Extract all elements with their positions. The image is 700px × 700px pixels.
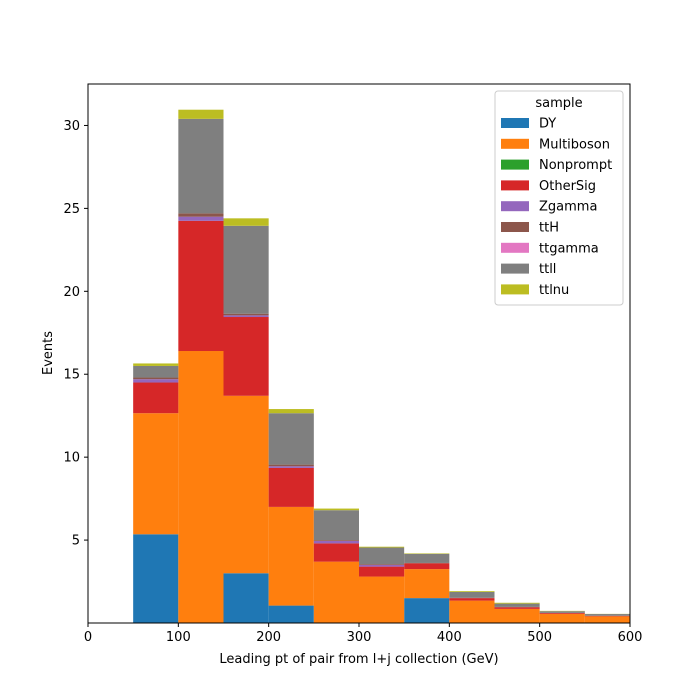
bar-multiboson-bin-3: [268, 506, 314, 606]
bar-ttll-bin-7: [449, 591, 495, 598]
bar-ttll-bin-6: [404, 553, 450, 563]
bar-multiboson-bin-2: [223, 395, 269, 574]
bar-ttlnu-bin-0: [133, 363, 179, 366]
bar-dy-bin-0: [133, 534, 179, 623]
bar-zgamma-bin-3: [268, 466, 314, 468]
legend: sample DY Multiboson Nonprompt OtherSig Zgam…: [494, 90, 624, 306]
bar-dy-bin-3: [268, 605, 314, 623]
bar-ttlnu-bin-1: [178, 109, 224, 119]
bar-multiboson-bin-7: [449, 600, 495, 623]
bar-zgamma-bin-0: [133, 379, 179, 383]
bar-multiboson-bin-1: [178, 351, 224, 623]
bar-multiboson-bin-10: [584, 616, 630, 623]
legend-swatch-dy: [501, 118, 529, 128]
y-axis-ticks: 5 10 15 20 25 30: [63, 119, 88, 549]
bar-multiboson-bin-4: [313, 561, 359, 623]
bar-othersig-bin-2: [223, 317, 269, 396]
y-axis-label: Events: [41, 331, 56, 375]
bar-ttll-bin-1: [178, 118, 224, 214]
y-tick-label: 25: [63, 202, 80, 217]
legend-swatch-ttlnu: [501, 284, 529, 295]
bar-multiboson-bin-5: [359, 576, 405, 623]
legend-swatch-ttgamma: [501, 242, 529, 253]
x-tick-label: 400: [437, 630, 462, 645]
bar-ttll-bin-2: [223, 225, 269, 314]
y-tick-label: 20: [63, 285, 80, 300]
bar-ttlnu-bin-7: [449, 591, 495, 592]
bar-multiboson-bin-6: [404, 569, 450, 599]
bar-tth-bin-2: [223, 313, 269, 316]
legend-label-dy: DY: [539, 117, 556, 132]
bar-ttll-bin-0: [133, 365, 179, 378]
legend-label-nonprompt: Nonprompt: [539, 158, 612, 173]
y-tick-label: 5: [72, 534, 80, 549]
legend-swatch-tth: [501, 222, 529, 232]
legend-swatch-multiboson: [501, 138, 529, 149]
legend-label-ttgamma: ttgamma: [539, 241, 599, 256]
legend-label-ttlnu: ttlnu: [539, 283, 569, 298]
bar-zgamma-bin-5: [359, 564, 405, 567]
bar-ttll-bin-10: [584, 614, 630, 616]
bar-tth-bin-3: [268, 464, 314, 467]
bar-othersig-bin-0: [133, 382, 179, 414]
y-tick-label: 15: [63, 368, 80, 383]
bar-ttlnu-bin-4: [313, 508, 359, 511]
bar-tth-bin-4: [313, 540, 359, 541]
legend-label-tth: ttH: [539, 221, 559, 236]
legend-swatch-othersig: [501, 180, 529, 191]
bar-tth-bin-1: [178, 213, 224, 217]
bar-dy-bin-6: [404, 598, 450, 623]
x-tick-label: 0: [84, 630, 92, 645]
bar-othersig-bin-3: [268, 467, 314, 507]
legend-label-multiboson: Multiboson: [539, 137, 610, 152]
bar-othersig-bin-1: [178, 220, 224, 352]
bar-multiboson-bin-9: [539, 613, 585, 623]
bar-othersig-bin-5: [359, 566, 405, 577]
x-tick-label: 200: [256, 630, 281, 645]
y-tick-label: 10: [63, 451, 80, 466]
legend-label-othersig: OtherSig: [539, 179, 596, 194]
bar-ttll-bin-5: [359, 547, 405, 565]
bar-ttlnu-bin-5: [359, 546, 405, 548]
bar-ttlnu-bin-3: [268, 409, 314, 414]
x-tick-label: 300: [347, 630, 372, 645]
bar-zgamma-bin-4: [313, 540, 359, 544]
histogram-bars: [133, 109, 630, 623]
bar-othersig-bin-9: [539, 613, 585, 614]
legend-label-zgamma: Zgamma: [539, 200, 597, 215]
bar-ttlnu-bin-2: [223, 218, 269, 226]
x-tick-label: 500: [527, 630, 552, 645]
legend-swatch-ttll: [501, 263, 529, 274]
legend-label-ttll: ttll: [539, 262, 556, 277]
bar-multiboson-bin-8: [494, 608, 540, 623]
x-axis-label: Leading pt of pair from l+j collection (…: [219, 652, 498, 667]
bar-othersig-bin-7: [449, 598, 495, 601]
bar-ttll-bin-8: [494, 603, 540, 607]
y-tick-label: 30: [63, 119, 80, 134]
bar-dy-bin-2: [223, 573, 269, 623]
x-axis-ticks: 0 100 200 300 400 500 600: [84, 623, 643, 645]
bar-tth-bin-5: [359, 564, 405, 565]
legend-items: DY Multiboson Nonprompt OtherSig Zgamma ttH tt…: [501, 117, 612, 298]
legend-title: sample: [535, 96, 582, 111]
legend-swatch-nonprompt: [501, 159, 529, 170]
bar-ttll-bin-9: [539, 611, 585, 613]
bar-ttll-bin-4: [313, 510, 359, 541]
bar-tth-bin-0: [133, 377, 179, 380]
x-tick-label: 100: [166, 630, 191, 645]
bar-othersig-bin-4: [313, 543, 359, 562]
bar-multiboson-bin-0: [133, 413, 179, 535]
bar-ttlnu-bin-8: [494, 602, 540, 604]
bar-zgamma-bin-2: [223, 315, 269, 318]
bar-ttll-bin-3: [268, 413, 314, 465]
bar-othersig-bin-8: [494, 607, 540, 609]
x-tick-label: 600: [618, 630, 643, 645]
legend-swatch-zgamma: [501, 201, 529, 212]
bar-othersig-bin-6: [404, 563, 450, 570]
bar-zgamma-bin-1: [178, 216, 224, 221]
